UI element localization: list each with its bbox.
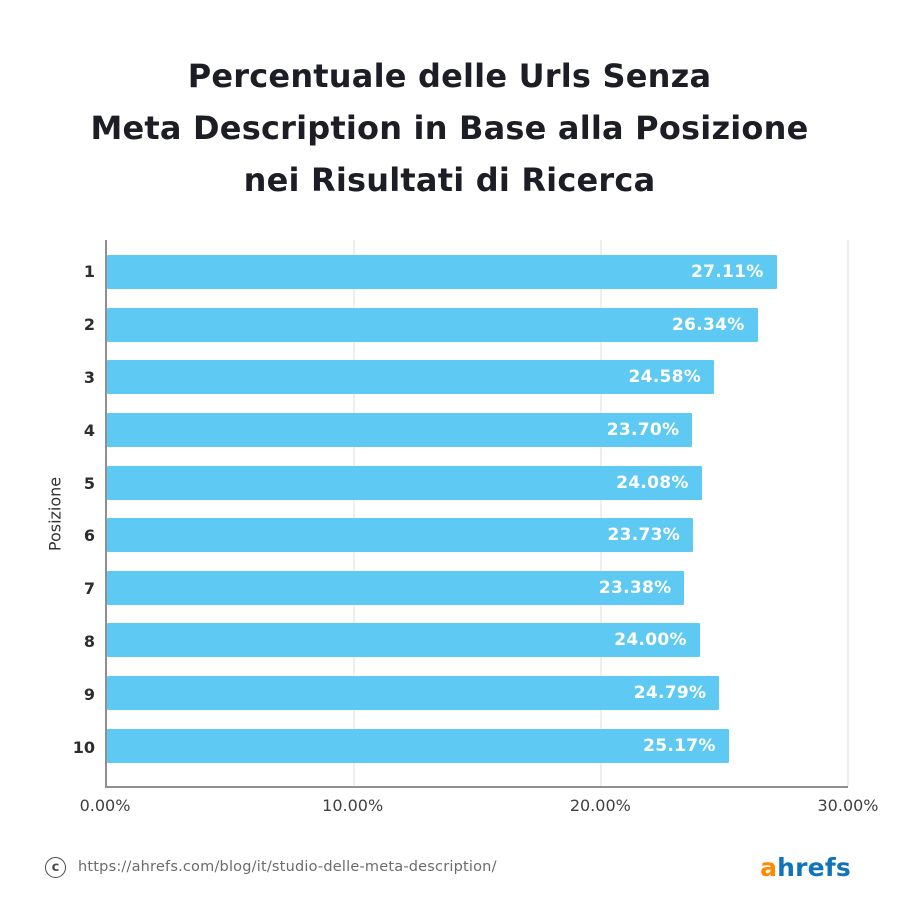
bar-row-1: 27.11%	[107, 255, 848, 290]
bar-position-1: 27.11%	[107, 255, 777, 290]
y-tick-label-8: 8	[83, 631, 95, 651]
ahrefs-logo-a: a	[760, 852, 778, 882]
bar-position-5: 24.08%	[107, 465, 702, 500]
y-tick-label-4: 4	[83, 420, 95, 440]
y-tick-label-3: 3	[83, 367, 95, 387]
source-url: https://ahrefs.com/blog/it/studio-delle-…	[78, 859, 497, 875]
bar-row-3: 24.58%	[107, 360, 848, 395]
bar-row-5: 24.08%	[107, 465, 848, 500]
x-tick-label-10: 10.00%	[322, 796, 384, 815]
x-tick-label-30: 30.00%	[817, 796, 879, 815]
bar-position-3: 24.58%	[107, 360, 715, 395]
bar-position-2: 26.34%	[107, 307, 758, 342]
chart-title-line-2: Meta Description in Base alla Posizione	[90, 109, 809, 147]
ahrefs-logo-hrefs: hrefs	[777, 852, 851, 882]
ahrefs-logo: ahrefs	[760, 853, 851, 882]
bar-value-label-1: 27.11%	[691, 262, 764, 283]
bar-row-4: 23.70%	[107, 413, 848, 448]
bar-value-label-3: 24.58%	[628, 367, 702, 388]
bar-position-9: 24.79%	[107, 676, 720, 711]
y-tick-label-7: 7	[83, 579, 95, 599]
bar-position-4: 23.70%	[107, 413, 693, 448]
bar-position-10: 25.17%	[107, 728, 729, 763]
bar-position-6: 23.73%	[107, 518, 694, 553]
bar-row-10: 25.17%	[107, 728, 848, 763]
bar-value-label-10: 25.17%	[643, 735, 716, 756]
bar-value-label-2: 26.34%	[671, 314, 745, 335]
x-tick-label-20: 20.00%	[569, 796, 631, 815]
bar-value-label-6: 23.73%	[607, 525, 681, 546]
y-tick-label-5: 5	[83, 473, 95, 493]
bar-value-label-7: 23.38%	[598, 577, 672, 598]
bar-row-7: 23.38%	[107, 570, 848, 605]
gridline-30	[847, 240, 849, 786]
bar-row-8: 24.00%	[107, 623, 848, 658]
bar-position-7: 23.38%	[107, 570, 685, 605]
bar-value-label-5: 24.08%	[616, 472, 689, 493]
bar-value-label-8: 24.00%	[614, 630, 687, 651]
x-axis-labels: 0.00% 10.00% 20.00% 30.00%	[80, 796, 879, 820]
plot-area: 27.11% 26.34% 24.58% 23.70% 24.08% 23.73% 23.3…	[105, 240, 849, 788]
y-tick-label-9: 9	[83, 684, 95, 704]
chart-title: Percentuale delle Urls Senza Meta Descri…	[0, 50, 899, 206]
chart-title-line-1: Percentuale delle Urls Senza	[187, 57, 712, 95]
y-axis-labels: 1 2 3 4 5 6 7 8 9 10	[0, 240, 95, 788]
bar-row-9: 24.79%	[107, 676, 848, 711]
bar-value-label-4: 23.70%	[606, 420, 680, 441]
gridlines	[107, 240, 849, 786]
chart-title-line-3: nei Risultati di Ricerca	[243, 161, 656, 199]
bar-row-6: 23.73%	[107, 518, 848, 553]
footer: c https://ahrefs.com/blog/it/studio-dell…	[45, 850, 851, 884]
x-tick-label-0: 0.00%	[79, 796, 131, 815]
gridline-20	[600, 240, 602, 786]
y-tick-label-6: 6	[83, 526, 95, 546]
bar-position-8: 24.00%	[107, 623, 700, 658]
copyright-icon: c	[45, 856, 66, 878]
bar-value-label-9: 24.79%	[633, 683, 707, 704]
bar-row-2: 26.34%	[107, 307, 848, 342]
y-tick-label-2: 2	[83, 315, 95, 335]
gridline-10	[353, 240, 355, 786]
y-tick-label-10: 10	[72, 737, 95, 757]
bars-container: 27.11% 26.34% 24.58% 23.70% 24.08% 23.73% 23.3…	[107, 240, 848, 786]
y-tick-label-1: 1	[83, 262, 95, 282]
